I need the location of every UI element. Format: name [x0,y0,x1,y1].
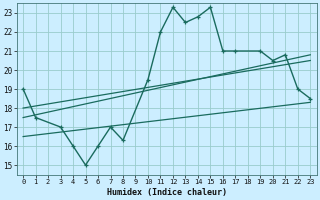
X-axis label: Humidex (Indice chaleur): Humidex (Indice chaleur) [107,188,227,197]
